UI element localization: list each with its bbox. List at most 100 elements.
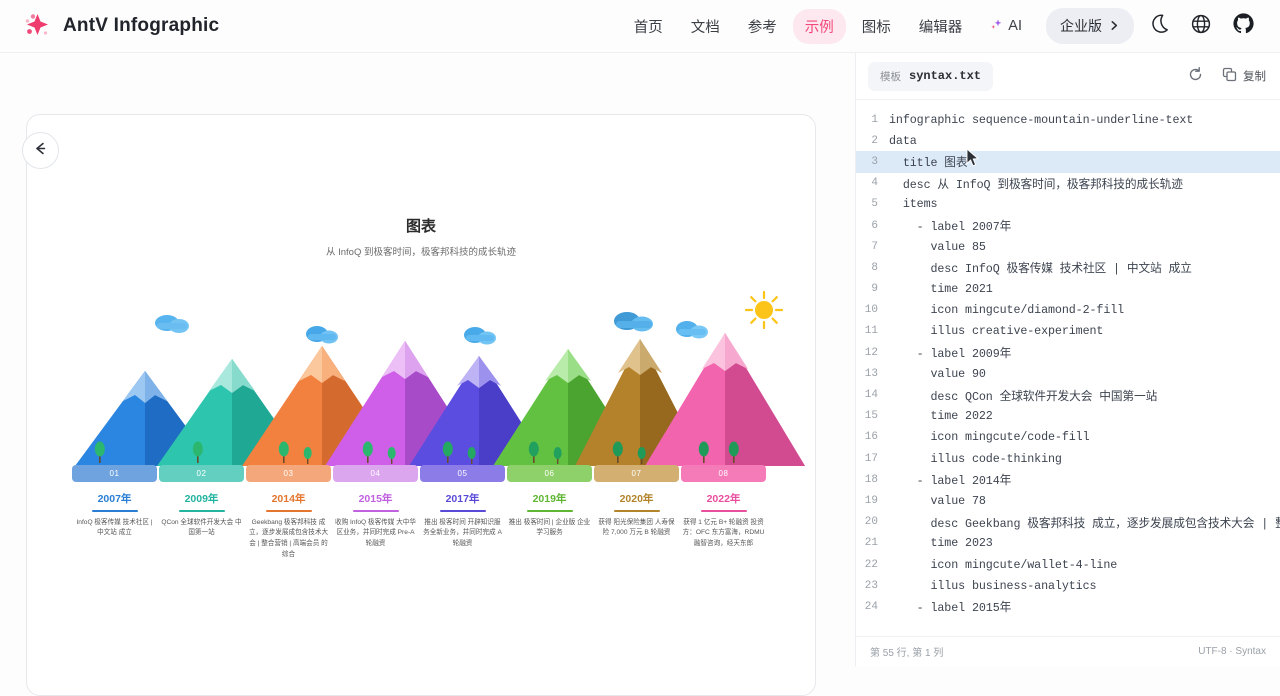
card-description: 获得 1 亿元 B+ 轮融资 投资方：OFC 东方富海，RDMU 融智咨询，经天… [682,518,765,548]
code-line[interactable]: 18 - label 2014年 [856,469,1280,490]
sparkle-icon [990,18,1003,35]
code-line[interactable]: 8 desc InfoQ 极客传媒 技术社区 | 中文站 成立 [856,257,1280,278]
card-divider [526,510,573,512]
nav-item-docs[interactable]: 文档 [690,19,720,36]
list-item[interactable]: 07 2020年 获得 阳光保险集团 人寿保险 7,000 万元 B 轮融资 [594,465,679,560]
copy-icon [1222,67,1237,85]
card-year: 2009年 [184,493,219,505]
editor-toolbar: 模板 syntax.txt 复制 [856,53,1280,100]
language-button[interactable] [1184,9,1218,43]
status-badge: 08 [681,465,766,482]
copy-button[interactable]: 复制 [1222,67,1266,85]
cloud-icon [155,315,189,333]
line-number: 21 [864,537,878,550]
moon-icon [1149,13,1170,39]
line-number: 14 [864,389,878,402]
cloud-icon [464,327,496,345]
code-area[interactable]: 1 infographic sequence-mountain-underline… [856,100,1280,636]
brand[interactable]: AntV Infographic [22,11,219,41]
line-text: value 78 [889,493,986,508]
enterprise-button[interactable]: 企业版 [1046,8,1134,44]
globe-icon [1190,13,1212,40]
list-item[interactable]: 08 2022年 获得 1 亿元 B+ 轮融资 投资方：OFC 东方富海，RDM… [681,465,766,560]
code-line[interactable]: 6 - label 2007年 [856,215,1280,236]
nav-item-home[interactable]: 首页 [633,19,663,36]
nav-item-reference[interactable]: 参考 [747,19,777,36]
copy-label: 复制 [1243,71,1266,83]
line-number: 6 [871,219,878,232]
code-line[interactable]: 16 icon mingcute/code-fill [856,427,1280,448]
line-number: 5 [871,198,878,211]
line-number: 8 [871,261,878,274]
editor-status-bar: 第 55 行, 第 1 列 UTF-8 · Syntax [856,636,1280,666]
line-number: 3 [871,155,878,168]
list-item[interactable]: 06 2019年 推出 极客时间 | 企业版 企业学习服务 [507,465,592,560]
code-line[interactable]: 1 infographic sequence-mountain-underline… [856,109,1280,130]
code-line[interactable]: 21 time 2023 [856,533,1280,554]
card-description: InfoQ 极客传媒 技术社区 | 中文站 成立 [76,518,153,537]
code-line[interactable]: 22 icon mingcute/wallet-4-line [856,554,1280,575]
line-number: 7 [871,240,878,253]
code-line[interactable]: 15 time 2022 [856,406,1280,427]
code-line[interactable]: 24 - label 2015年 [856,596,1280,617]
code-line[interactable]: 20 desc Geekbang 极客邦科技 成立，逐步发展成包含技术大会 | … [856,512,1280,533]
code-line[interactable]: 17 illus code-thinking [856,448,1280,469]
code-line[interactable]: 23 illus business-analytics [856,575,1280,596]
tab-kind-label: 模板 [880,70,901,83]
list-item[interactable]: 02 2009年 QCon 全球软件开发大会 中国第一站 [159,465,244,560]
timeline-cards: 01 2007年 InfoQ 极客传媒 技术社区 | 中文站 成立 02 200… [72,465,772,560]
card-year: 2007年 [97,493,132,505]
top-navigation-bar: AntV Infographic 首页 文档 参考 示例 图标 编辑器 AI 企… [0,0,1280,53]
line-text: time 2023 [889,536,993,551]
cloud-icon [614,312,653,332]
enterprise-label: 企业版 [1060,18,1102,34]
nav-item-examples[interactable]: 示例 [792,8,846,44]
code-line[interactable]: 12 - label 2009年 [856,342,1280,363]
nav-item-editor[interactable]: 编辑器 [918,19,963,36]
antv-logo-icon [22,11,52,41]
line-number: 23 [864,579,878,592]
line-number: 17 [864,452,878,465]
line-number: 24 [864,600,878,613]
card-divider [265,510,312,512]
line-text: - label 2009年 [889,347,1012,362]
code-line[interactable]: 7 value 85 [856,236,1280,257]
mouse-cursor-icon [966,148,980,172]
list-item[interactable]: 01 2007年 InfoQ 极客传媒 技术社区 | 中文站 成立 [72,465,157,560]
code-line[interactable]: 5 items [856,194,1280,215]
card-year: 2014年 [271,493,306,505]
code-line-active[interactable]: 3 title 图表 [856,151,1280,173]
list-item[interactable]: 05 2017年 推出 极客时间 开辟知识服务全新业务，并同时完成 A 轮融资 [420,465,505,560]
line-number: 19 [864,494,878,507]
card-description: 推出 极客时间 | 企业版 企业学习服务 [508,518,591,537]
infographic-title: 图表 [405,218,436,235]
card-description: Geekbang 极客邦科技 成立，逐步发展成包含技术大会 | 整合营销 | 高… [248,518,329,559]
back-button[interactable] [22,132,59,169]
code-line[interactable]: 9 time 2021 [856,279,1280,300]
reset-button[interactable] [1187,66,1204,86]
github-icon [1232,12,1255,40]
code-line[interactable]: 4 desc 从 InfoQ 到极客时间，极客邦科技的成长轨迹 [856,173,1280,194]
line-text: - label 2015年 [889,601,1012,616]
infographic-canvas[interactable]: 图表 从 InfoQ 到极客时间，极客邦科技的成长轨迹 [26,114,816,696]
status-badge: 02 [159,465,244,482]
code-line[interactable]: 10 icon mingcute/diamond-2-fill [856,300,1280,321]
nav-item-icons[interactable]: 图标 [861,19,891,36]
list-item[interactable]: 03 2014年 Geekbang 极客邦科技 成立，逐步发展成包含技术大会 |… [246,465,331,560]
code-line[interactable]: 19 value 78 [856,490,1280,511]
code-line[interactable]: 11 illus creative-experiment [856,321,1280,342]
line-text: illus business-analytics [889,578,1097,593]
arrow-left-icon [32,140,49,162]
tab-template-file[interactable]: 模板 syntax.txt [868,61,994,91]
card-year: 2020年 [619,493,654,505]
code-line[interactable]: 14 desc QCon 全球软件开发大会 中国第一站 [856,384,1280,405]
list-item[interactable]: 04 2015年 收购 InfoQ 极客传媒 大中华区业务，并同时完成 Pre-… [333,465,418,560]
code-line[interactable]: 13 value 90 [856,363,1280,384]
theme-toggle-button[interactable] [1142,9,1176,43]
nav-item-ai[interactable]: AI [978,11,1034,42]
github-button[interactable] [1226,9,1260,43]
line-text: icon mingcute/wallet-4-line [889,557,1118,572]
status-badge: 01 [72,465,157,482]
code-line[interactable]: 2 data [856,130,1280,151]
card-description: QCon 全球软件开发大会 中国第一站 [161,518,242,537]
